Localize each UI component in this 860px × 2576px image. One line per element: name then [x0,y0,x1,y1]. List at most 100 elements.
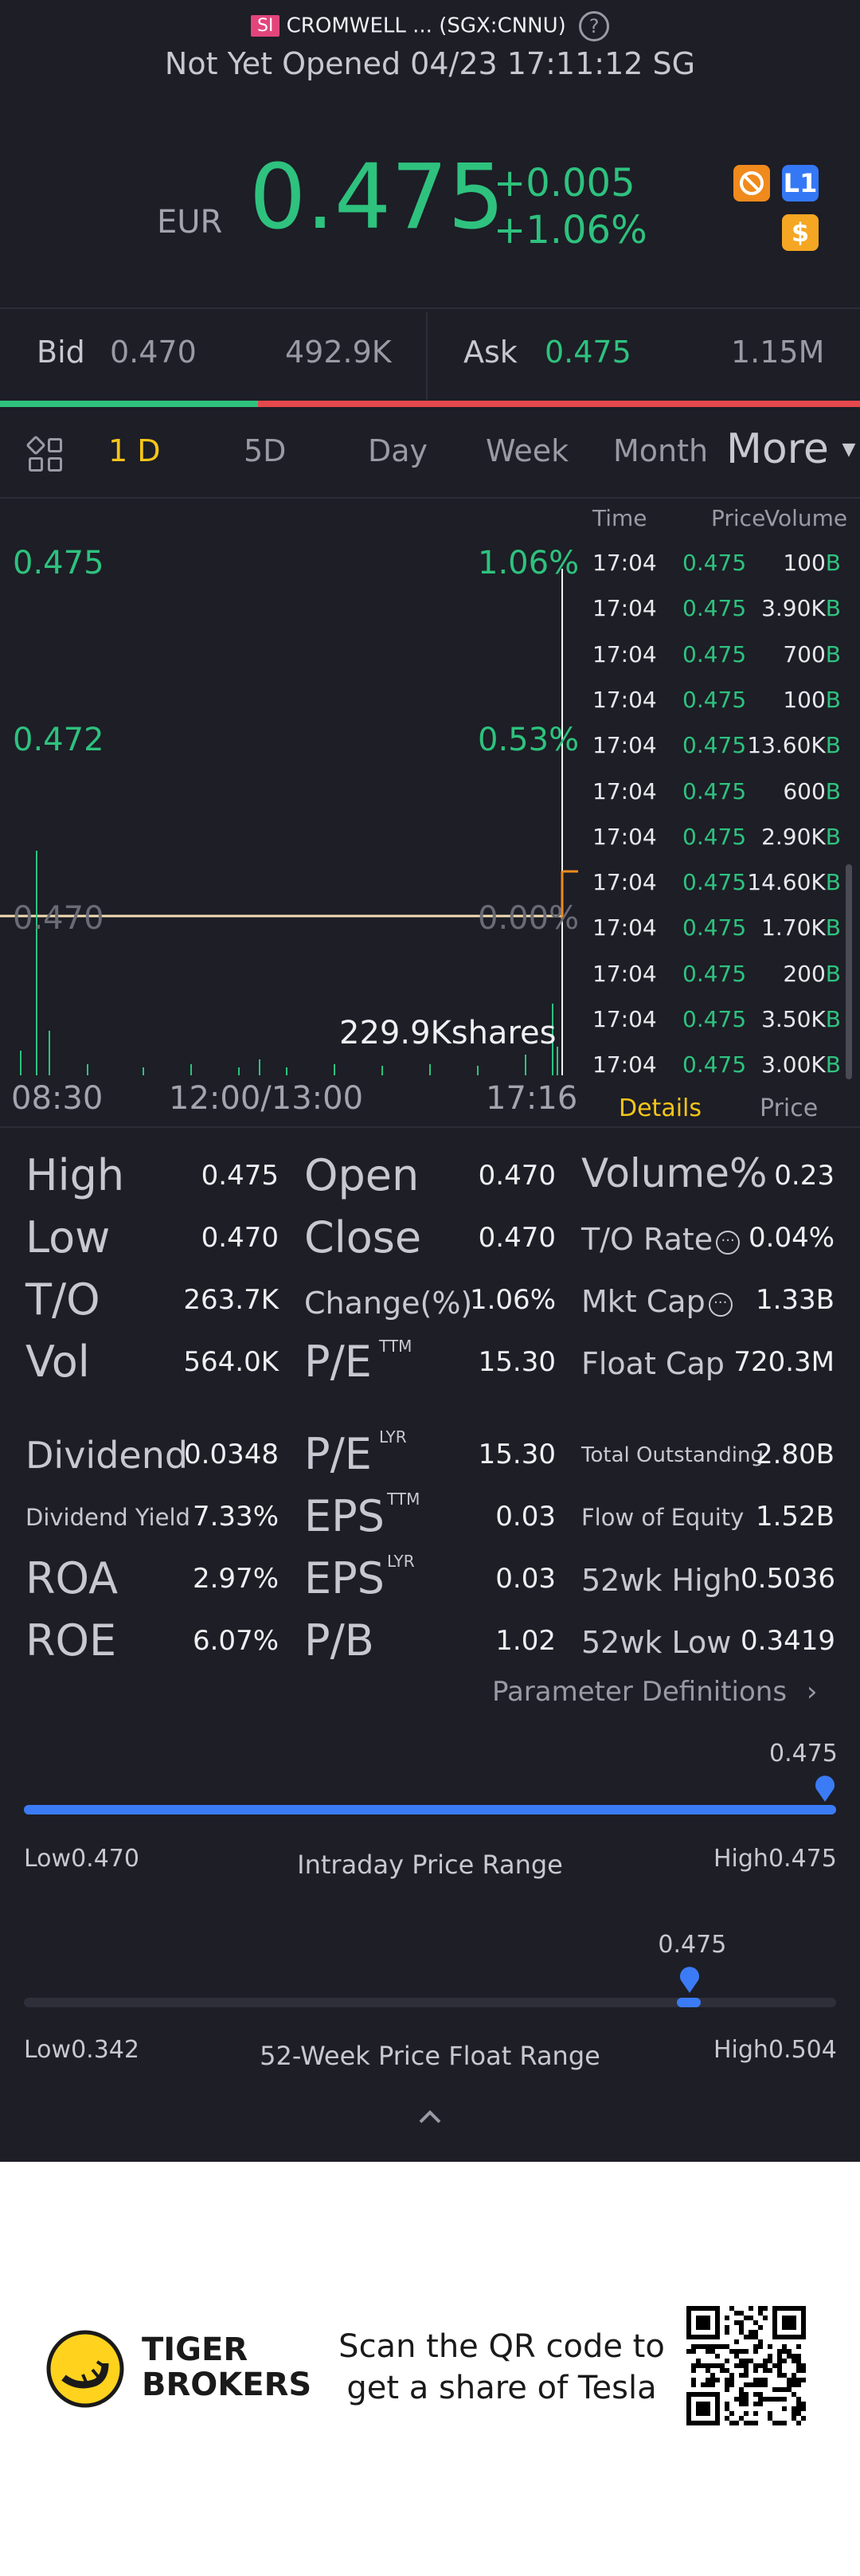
tick-volume-value: 600 [783,777,826,805]
ask-label: Ask [463,335,518,370]
tick-price: 0.475 [682,595,747,622]
intraday-range-bar [24,1805,836,1815]
axis-pct-top: 1.06% [478,545,580,581]
currency-label: EUR [157,204,223,241]
week52-range-track [24,1998,836,2007]
stat-to-value: 263.7K [183,1284,279,1316]
stat-eps-lyr-label: EPS [304,1553,385,1603]
tick-volume-value: 100 [783,550,826,576]
slogan-line2: get a share of Tesla [346,2370,657,2406]
stat-float-cap-label: Float Cap [581,1346,725,1381]
stat-to-label: T/O [25,1274,100,1325]
tick-volume-value: 13.60K [747,732,826,759]
dollar-icon[interactable]: $ [782,214,819,251]
tick-time: 17:04 [592,686,657,713]
tick-header-price: Price [711,505,766,531]
tick-volume: 100B [783,687,841,713]
stat-total-outstanding-value: 2.80B [755,1439,835,1470]
tick-flag: B [825,595,841,622]
tick-price: 0.475 [682,777,747,805]
stat-flow-equity-label: Flow of Equity [581,1504,745,1531]
ask-price: 0.475 [545,335,631,370]
tick-price: 0.475 [682,1006,747,1032]
info-dots-icon[interactable]: ··· [708,1293,733,1317]
stat-pb-label: P/B [304,1615,374,1666]
tick-row: 17:04 0.475 600B [0,778,860,823]
tick-flag: B [825,823,841,850]
stat-vol-value: 564.0K [183,1346,279,1378]
stat-close-label: Close [304,1212,422,1263]
tick-time: 17:04 [592,823,657,850]
tab-details[interactable]: Details [619,1094,702,1122]
tab-week[interactable]: Week [486,433,569,468]
volume-label: 229.9Kshares [339,1015,557,1051]
no-short-icon[interactable] [733,165,770,202]
grid-icon[interactable] [25,435,64,473]
tick-flag: B [825,914,841,942]
week52-marker-pin-icon [680,1967,700,1993]
stat-mkt-cap-value: 1.33B [755,1284,835,1316]
question-circle-icon[interactable]: ? [579,11,610,41]
stat-to-rate-label[interactable]: T/O Rate ··· [581,1222,741,1257]
intraday-chart[interactable] [0,497,860,1075]
stat-dividend-label: Dividend [25,1434,189,1477]
stat-volume-pct-value: 0.23 [774,1160,835,1192]
tab-1d[interactable]: 1 D [108,433,161,468]
qr-code-icon [686,2306,806,2425]
market-status: Not Yet Opened 04/23 17:11:12 SG [164,46,696,81]
tick-row: 17:04 0.475 2.90KB [0,824,860,868]
tab-5d[interactable]: 5D [244,433,287,468]
tick-volume: 600B [783,778,841,805]
time-end: 17:16 [486,1080,578,1117]
tick-flag: B [825,732,841,759]
tick-volume: 14.60KB [747,869,841,895]
tick-price: 0.475 [682,1051,747,1079]
tick-row: 17:04 0.475 700B [0,641,860,686]
parameter-definitions-link[interactable]: Parameter Definitions › [492,1676,817,1708]
share-footer [0,2162,860,2576]
tick-row: 17:04 0.475 14.60KB [0,869,860,914]
stock-title-bar[interactable]: SI CROMWELL ... (SGX:CNNU) ? [0,11,860,41]
tick-flag: B [825,960,841,987]
tick-flag: B [825,1006,841,1032]
chevron-up-icon[interactable] [417,2108,443,2127]
tick-row: 17:04 0.475 100B [0,550,860,594]
tick-time: 17:04 [592,550,657,576]
stat-mkt-cap-label[interactable]: Mkt Cap ··· [581,1284,733,1319]
brand-line1: TIGER [142,2331,248,2368]
intraday-high-label: High0.475 [713,1845,837,1873]
bid-price: 0.470 [110,335,197,370]
info-dots-icon[interactable]: ··· [716,1231,741,1255]
tab-more[interactable]: More ▼ [726,425,855,473]
stat-dividend-yield-value: 7.33% [192,1501,279,1533]
stat-eps-lyr-sup: LYR [387,1552,415,1571]
tab-price[interactable]: Price [760,1094,819,1122]
tick-time: 17:04 [592,869,657,896]
tick-price: 0.475 [682,960,747,987]
tick-header-volume: Volume [764,505,848,531]
tab-day[interactable]: Day [368,433,428,468]
tick-volume: 700B [783,641,841,667]
stat-pe-lyr-value: 15.30 [478,1439,556,1470]
tick-flag: B [825,869,841,896]
tick-scrollbar[interactable] [846,864,852,1079]
tick-row: 17:04 0.475 200B [0,961,860,1005]
axis-pct-mid: 0.53% [478,722,580,758]
tab-month[interactable]: Month [613,433,709,468]
chart-period-tabs: 1 D 5D Day Week Month More ▼ [0,422,860,486]
bidask-divider [426,312,428,400]
stat-dividend-yield-label: Dividend Yield [25,1504,190,1531]
stat-open-label: Open [304,1150,420,1200]
stat-change-value: 1.06% [469,1284,556,1316]
tick-volume-value: 14.60K [747,869,826,896]
stat-high-label: High [25,1150,125,1200]
tick-time: 17:04 [592,1006,657,1032]
stat-pe-lyr-sup: LYR [379,1427,407,1447]
price-change: +0.005 [494,161,635,206]
tick-volume-value: 200 [783,960,826,987]
stock-title: CROMWELL ... (SGX:CNNU) [286,14,566,38]
stat-eps-ttm-sup: TTM [387,1490,420,1509]
price-change-pct: +1.06% [494,208,647,253]
level1-icon[interactable]: L1 [782,165,819,202]
stat-roa-value: 2.97% [192,1563,279,1595]
